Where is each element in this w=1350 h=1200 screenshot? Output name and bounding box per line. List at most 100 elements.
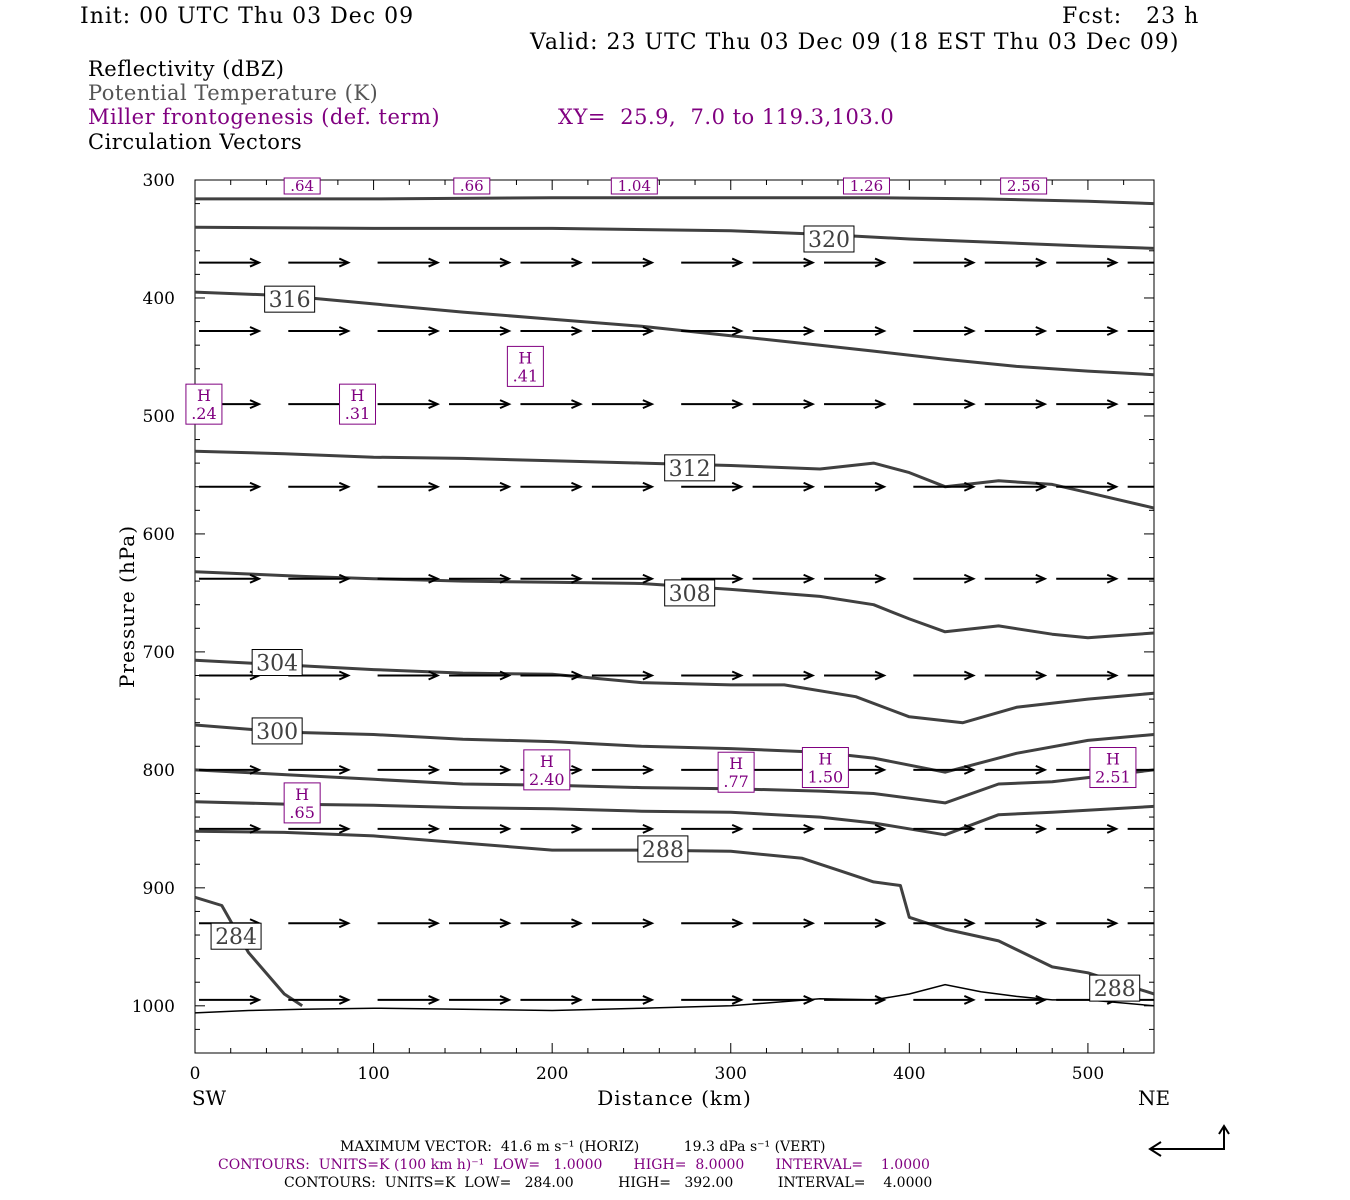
- vector-arrowhead: [1035, 764, 1048, 775]
- vector-arrowhead: [731, 918, 744, 929]
- vector-arrowhead: [1035, 399, 1048, 410]
- footer-contours-theta: CONTOURS: UNITS=K LOW= 284.00 HIGH= 392.…: [284, 1175, 933, 1191]
- reference-vector-arrowhead-v: [1218, 1124, 1230, 1135]
- vector-arrowhead: [642, 918, 655, 929]
- theta-contour-300: [195, 723, 1154, 774]
- vector-arrowhead: [1106, 918, 1119, 929]
- vector-arrowhead: [338, 823, 351, 834]
- theta-label: 316: [269, 288, 311, 313]
- x-tick-label: 500: [1072, 1064, 1104, 1084]
- vector-arrowhead: [428, 670, 441, 681]
- footer-max-vector: MAXIMUM VECTOR: 41.6 m s⁻¹ (HORIZ) 19.3 …: [340, 1139, 826, 1155]
- frontogenesis-maxima: H.24H.31H.41H.65H2.40H.77H1.50H2.51.64.6…: [185, 177, 1137, 824]
- vector-arrowhead: [642, 764, 655, 775]
- vector-arrowhead: [1035, 573, 1048, 584]
- theta-label-box: [251, 717, 303, 745]
- x-tick-label: 300: [715, 1064, 747, 1084]
- frontogenesis-max-value: 1.50: [808, 768, 844, 787]
- frontogenesis-max-box: [1089, 747, 1137, 789]
- vector-arrowhead: [874, 326, 887, 336]
- vector-arrowhead: [1106, 257, 1119, 268]
- frontogenesis-max-H: H: [518, 348, 532, 367]
- vector-arrowhead: [428, 399, 441, 410]
- vector-arrowhead: [499, 994, 512, 1005]
- frontogenesis-top-value: .64: [290, 177, 314, 195]
- theta-label-box: [210, 922, 262, 950]
- vector-arrowhead: [963, 326, 976, 336]
- vector-arrowhead: [1035, 257, 1048, 268]
- legend-theta: Potential Temperature (K): [88, 81, 379, 105]
- circulation-vectors: [199, 257, 1188, 1005]
- frontogenesis-max-value: .65: [289, 803, 314, 822]
- vector-arrowhead: [428, 573, 441, 584]
- vector-arrowhead: [963, 257, 976, 268]
- vector-arrowhead: [731, 399, 744, 410]
- y-tick-label: 700: [143, 643, 175, 663]
- y-tick-label: 300: [143, 171, 175, 191]
- vector-arrowhead: [499, 257, 512, 268]
- vector-arrowhead: [803, 918, 816, 929]
- vector-arrowhead: [731, 481, 744, 492]
- vector-arrowhead: [642, 257, 655, 268]
- x-axis-label: Distance (km): [597, 1086, 752, 1110]
- theta-label: 320: [808, 228, 850, 253]
- vector-arrowhead: [571, 764, 583, 775]
- vector-arrowhead: [499, 918, 512, 929]
- vector-arrowhead: [571, 918, 583, 929]
- theta-label-box: [803, 225, 855, 253]
- theta-label: 300: [256, 720, 298, 745]
- vector-arrowhead: [338, 670, 351, 681]
- frontogenesis-top-box: [453, 177, 491, 195]
- vector-arrowhead: [428, 823, 441, 834]
- theta-contour-296: [195, 768, 1154, 805]
- frontogenesis-max-value: .77: [723, 772, 748, 791]
- frontogenesis-top-box: [1000, 177, 1048, 195]
- frontogenesis-max-box: [506, 345, 544, 387]
- plot-area: [195, 196, 1188, 1014]
- vector-arrowhead: [1179, 766, 1188, 774]
- vector-arrowhead: [1106, 481, 1119, 492]
- vector-arrowhead: [874, 823, 887, 834]
- y-tick-label: 900: [143, 879, 175, 899]
- vector-arrowhead: [731, 573, 744, 584]
- vector-arrowhead: [571, 573, 583, 584]
- vector-arrowhead: [338, 481, 351, 492]
- x-tick-label: 400: [893, 1064, 925, 1084]
- vector-arrowhead: [249, 481, 262, 492]
- frontogenesis-max-H: H: [540, 752, 554, 771]
- theta-contour-292: [195, 800, 1154, 837]
- vector-arrowhead: [1106, 823, 1119, 834]
- reference-vector: [1148, 1124, 1230, 1157]
- x-tick-label: 0: [190, 1064, 201, 1084]
- vector-arrowhead: [874, 764, 887, 775]
- vector-arrowhead: [1106, 670, 1119, 681]
- valid-time: Valid: 23 UTC Thu 03 Dec 09 (18 EST Thu …: [530, 30, 1180, 55]
- vector-arrowhead: [642, 994, 655, 1005]
- theta-label: 308: [669, 582, 711, 607]
- vector-arrowhead: [1179, 259, 1188, 267]
- frontogenesis-top-value: 1.04: [618, 177, 651, 195]
- theta-contour-322: [195, 196, 1154, 206]
- frontogenesis-max-box: [283, 782, 321, 824]
- vector-arrowhead: [1035, 994, 1048, 1005]
- vector-arrowhead: [803, 994, 816, 1005]
- vector-arrowhead: [1179, 327, 1188, 335]
- vector-arrowhead: [963, 670, 976, 681]
- vector-arrowhead: [1035, 918, 1048, 929]
- frontogenesis-max-H: H: [351, 386, 365, 405]
- frontogenesis-max-box: [523, 749, 571, 791]
- theta-contours: [195, 196, 1154, 1008]
- vector-arrowhead: [499, 399, 512, 410]
- frontogenesis-top-value: .66: [460, 177, 484, 195]
- vector-arrowhead: [571, 823, 583, 834]
- theta-label-box: [251, 649, 303, 677]
- vector-arrowhead: [1106, 326, 1119, 336]
- frontogenesis-max-value: 2.40: [529, 770, 565, 789]
- vector-arrowhead: [249, 257, 262, 268]
- vector-arrowhead: [338, 257, 351, 268]
- vector-arrowhead: [1035, 823, 1048, 834]
- vector-arrowhead: [1035, 481, 1048, 492]
- vector-arrowhead: [731, 257, 744, 268]
- theta-contour-320: [195, 225, 1154, 250]
